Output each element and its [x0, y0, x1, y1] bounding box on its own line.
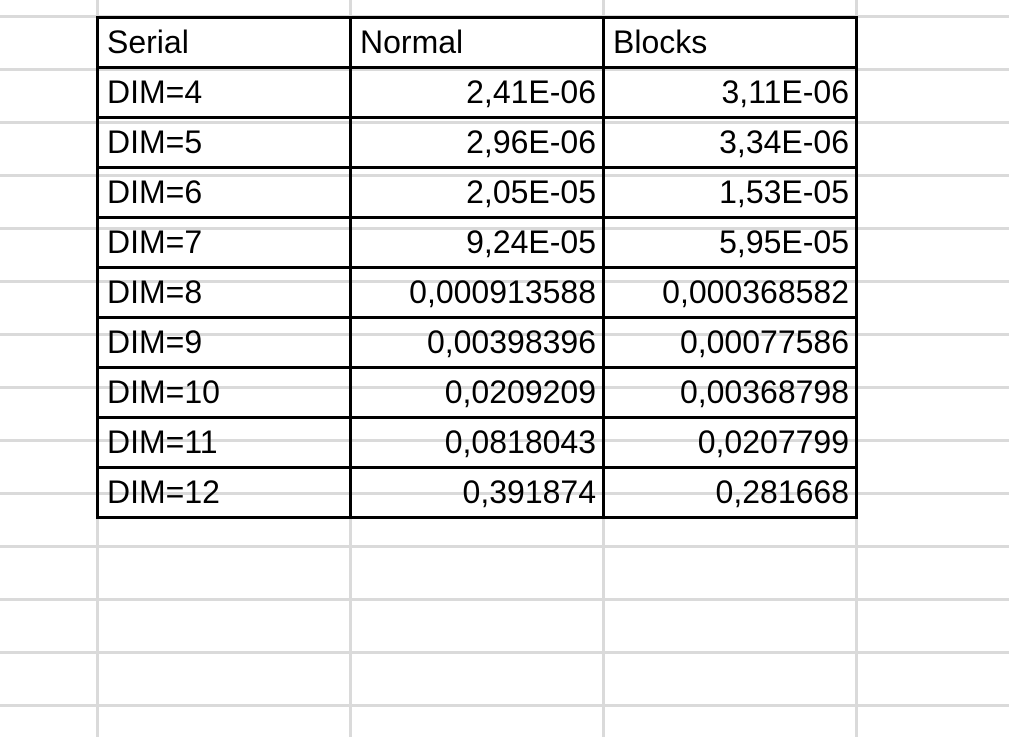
cell-normal[interactable]: 0,0818043	[349, 416, 605, 469]
cell-blocks[interactable]: 5,95E-05	[602, 216, 858, 269]
cell-normal[interactable]: 2,41E-06	[349, 66, 605, 119]
cell-blocks[interactable]: 3,34E-06	[602, 116, 858, 169]
cell-normal[interactable]: 0,000913588	[349, 266, 605, 319]
cell-serial[interactable]: DIM=6	[96, 166, 352, 219]
table-row: DIM=8 0,000913588 0,000368582	[96, 266, 858, 319]
cell-normal[interactable]: 0,391874	[349, 466, 605, 519]
cell-serial[interactable]: DIM=5	[96, 116, 352, 169]
cell-normal[interactable]: 2,96E-06	[349, 116, 605, 169]
grid-row-line	[0, 651, 1009, 654]
cell-blocks[interactable]: 1,53E-05	[602, 166, 858, 219]
table-row: DIM=4 2,41E-06 3,11E-06	[96, 66, 858, 119]
cell-serial[interactable]: DIM=4	[96, 66, 352, 119]
grid-column-line	[855, 0, 858, 737]
header-cell-blocks[interactable]: Blocks	[602, 16, 858, 69]
table-row: DIM=11 0,0818043 0,0207799	[96, 416, 858, 469]
cell-normal[interactable]: 0,00398396	[349, 316, 605, 369]
grid-row-line	[0, 545, 1009, 548]
table-row: DIM=12 0,391874 0,281668	[96, 466, 858, 519]
table-row: DIM=9 0,00398396 0,00077586	[96, 316, 858, 369]
cell-serial[interactable]: DIM=7	[96, 216, 352, 269]
cell-blocks[interactable]: 3,11E-06	[602, 66, 858, 119]
table-row: DIM=10 0,0209209 0,00368798	[96, 366, 858, 419]
table-row: DIM=5 2,96E-06 3,34E-06	[96, 116, 858, 169]
data-table: Serial Normal Blocks DIM=4 2,41E-06 3,11…	[96, 16, 858, 519]
cell-normal[interactable]: 0,0209209	[349, 366, 605, 419]
cell-serial[interactable]: DIM=12	[96, 466, 352, 519]
cell-blocks[interactable]: 0,00368798	[602, 366, 858, 419]
cell-blocks[interactable]: 0,00077586	[602, 316, 858, 369]
cell-blocks[interactable]: 0,281668	[602, 466, 858, 519]
cell-serial[interactable]: DIM=8	[96, 266, 352, 319]
table-row: DIM=7 9,24E-05 5,95E-05	[96, 216, 858, 269]
table-row: DIM=6 2,05E-05 1,53E-05	[96, 166, 858, 219]
cell-normal[interactable]: 2,05E-05	[349, 166, 605, 219]
grid-row-line	[0, 704, 1009, 707]
header-row: Serial Normal Blocks	[96, 16, 858, 69]
grid-row-line	[0, 15, 1009, 18]
cell-serial[interactable]: DIM=10	[96, 366, 352, 419]
cell-serial[interactable]: DIM=11	[96, 416, 352, 469]
cell-serial[interactable]: DIM=9	[96, 316, 352, 369]
grid-row-line	[0, 598, 1009, 601]
header-cell-normal[interactable]: Normal	[349, 16, 605, 69]
cell-blocks[interactable]: 0,0207799	[602, 416, 858, 469]
cell-normal[interactable]: 9,24E-05	[349, 216, 605, 269]
cell-blocks[interactable]: 0,000368582	[602, 266, 858, 319]
header-cell-serial[interactable]: Serial	[96, 16, 352, 69]
